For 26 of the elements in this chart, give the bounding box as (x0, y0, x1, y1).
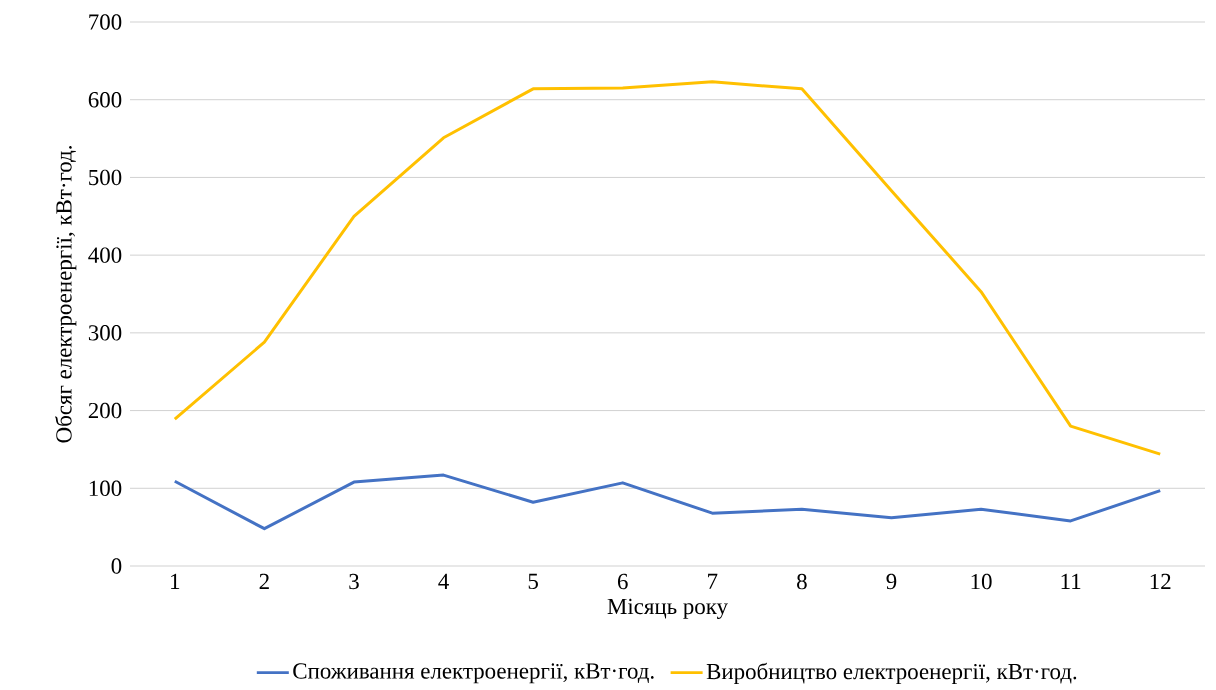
y-tick-label: 0 (111, 558, 122, 574)
y-axis-title: Обсяг електроенергії, кВт·год. (55, 146, 77, 443)
line-series (173, 80, 1162, 456)
y-tick-label: 200 (88, 402, 122, 419)
y-tick-label: 600 (88, 91, 122, 108)
legend-label: Споживання електроенергії, кВт·год. (293, 663, 654, 684)
x-tick-label: 8 (797, 573, 807, 590)
x-tick-label: 12 (1150, 573, 1171, 590)
x-tick-label: 7 (708, 573, 718, 589)
x-tick-label: 1 (171, 573, 180, 589)
x-tick-label: 11 (1061, 573, 1081, 589)
x-axis-title: Місяць року (607, 598, 728, 619)
x-tick-label: 5 (528, 573, 538, 590)
x-tick-label: 6 (617, 573, 628, 590)
y-tick-label: 100 (89, 480, 122, 497)
x-tick-label: 3 (349, 573, 359, 590)
y-tick-label: 300 (88, 325, 122, 341)
x-tick-label: 4 (438, 573, 449, 589)
y-tick-label: 500 (89, 169, 122, 186)
legend-label: Виробництво електроенергії, кВт·год. (706, 662, 1077, 684)
line-series (173, 473, 1162, 531)
y-tick-label: 400 (88, 247, 122, 263)
x-tick-label: 10 (971, 573, 992, 590)
x-tick-label: 9 (886, 573, 897, 590)
y-tick-label: 700 (89, 14, 122, 30)
x-tick-label: 2 (259, 573, 269, 590)
